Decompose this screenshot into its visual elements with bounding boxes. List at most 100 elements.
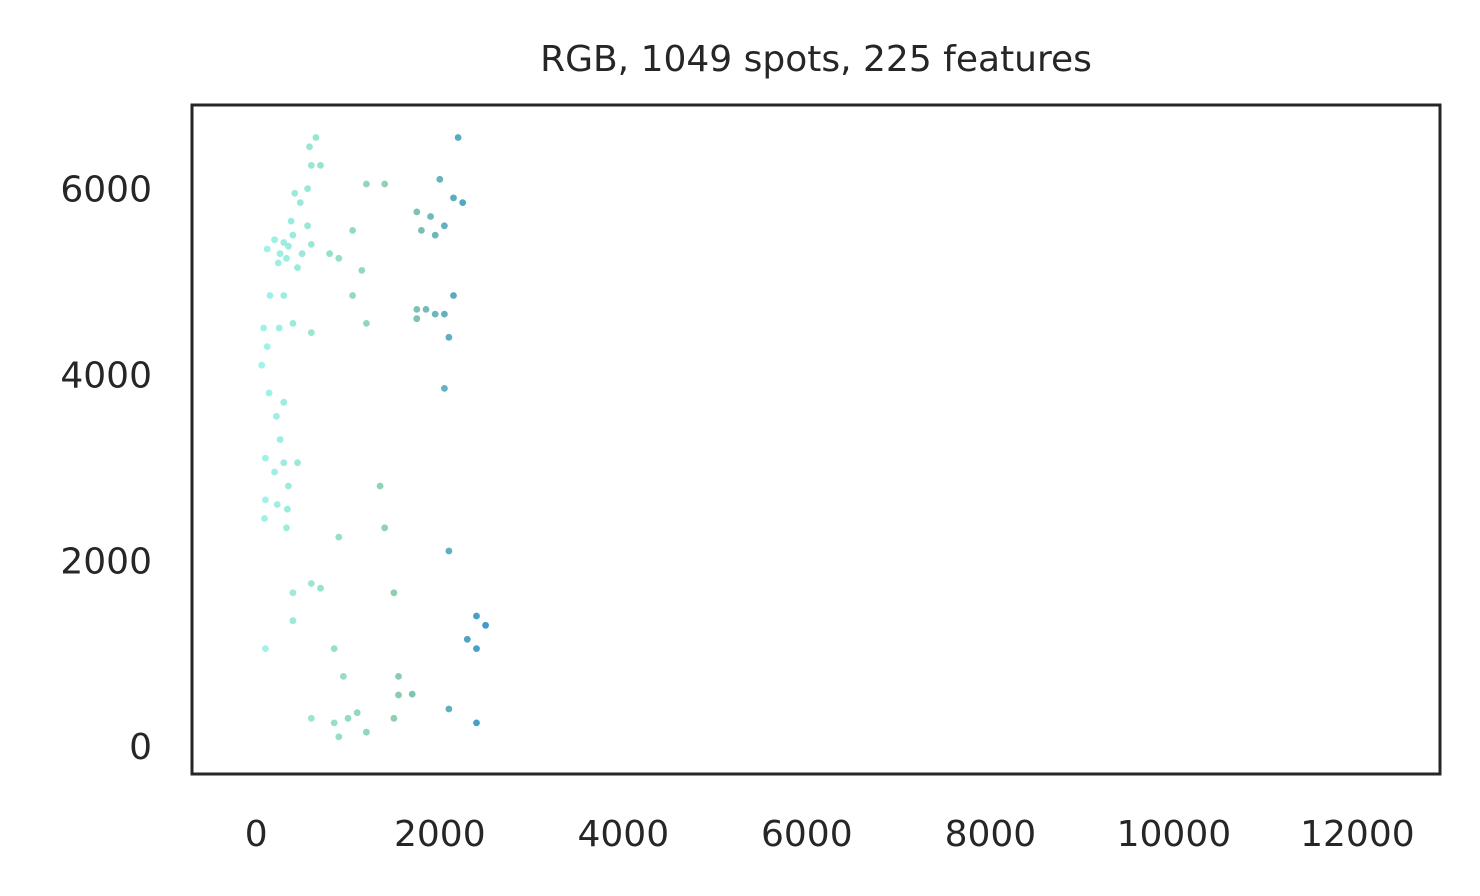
y-tick-label: 2000 — [60, 541, 152, 582]
scatter-point — [274, 259, 282, 267]
scatter-point — [263, 343, 271, 350]
scatter-point — [266, 292, 274, 299]
x-tick-label: 8000 — [945, 814, 1037, 855]
scatter-point — [298, 250, 306, 258]
scatter-point — [283, 524, 290, 532]
scatter-point — [294, 264, 301, 271]
chart-title: RGB, 1049 spots, 225 features — [540, 39, 1092, 80]
scatter-point — [317, 584, 324, 592]
scatter-point — [413, 208, 421, 216]
points-layer — [258, 134, 489, 741]
plot-frame — [190, 103, 1442, 776]
scatter-point — [408, 690, 416, 698]
scatter-point — [363, 728, 370, 736]
scatter-point — [463, 635, 471, 643]
scatter-point — [358, 267, 366, 274]
scatter-point — [280, 398, 288, 406]
scatter-point — [450, 292, 457, 299]
ticks-layer: 0 2000 4000 6000 8000 10000 12000 0 2000 4000 6000 — [60, 170, 1414, 855]
scatter-point — [363, 320, 370, 327]
scatter-point — [283, 254, 290, 262]
scatter-point — [326, 250, 333, 258]
scatter-point — [473, 612, 480, 620]
scatter-point — [289, 589, 297, 597]
scatter-point — [271, 468, 278, 476]
scatter-point — [275, 324, 283, 332]
scatter-point — [304, 222, 311, 230]
scatter-point — [273, 501, 281, 508]
scatter-point — [317, 162, 324, 169]
scatter-point — [294, 459, 301, 467]
scatter-point — [280, 459, 288, 467]
scatter-point — [454, 134, 462, 141]
scatter-point — [262, 496, 269, 504]
x-tick-label: 10000 — [1117, 814, 1232, 855]
scatter-point — [261, 515, 268, 522]
x-tick-label: 2000 — [394, 814, 486, 855]
scatter-point — [280, 239, 288, 246]
scatter-point — [335, 254, 343, 262]
scatter-point — [441, 222, 448, 230]
scatter-point — [473, 719, 480, 727]
scatter-point — [445, 333, 453, 341]
scatter-point — [349, 227, 356, 234]
scatter-point — [376, 482, 384, 490]
scatter-point — [273, 412, 280, 420]
scatter-point — [258, 361, 266, 369]
scatter-point — [395, 673, 402, 680]
y-tick-label: 4000 — [60, 356, 152, 397]
scatter-point — [284, 505, 291, 513]
scatter-point — [262, 645, 269, 652]
scatter-point — [260, 324, 267, 332]
x-tick-label: 12000 — [1300, 814, 1415, 855]
scatter-point — [381, 180, 389, 188]
scatter-point — [395, 691, 402, 699]
scatter-point — [312, 134, 320, 141]
scatter-point — [353, 709, 361, 717]
scatter-point — [390, 589, 398, 597]
scatter-point — [307, 329, 315, 336]
scatter-point — [335, 533, 343, 541]
scatter-point — [289, 320, 297, 327]
scatter-point — [445, 705, 453, 713]
x-tick-label: 4000 — [577, 814, 669, 855]
scatter-point — [340, 673, 347, 680]
scatter-point — [431, 310, 439, 318]
y-tick-label: 0 — [129, 727, 152, 768]
x-tick-label: 0 — [245, 814, 268, 855]
scatter-point — [263, 245, 271, 253]
scatter-point — [390, 714, 398, 722]
scatter-point — [473, 645, 480, 652]
scatter-point — [276, 250, 284, 258]
scatter-point — [280, 292, 288, 299]
scatter-point — [306, 143, 313, 151]
scatter-point — [381, 524, 389, 532]
scatter-point — [330, 645, 338, 652]
scatter-point — [296, 199, 304, 207]
scatter-point — [287, 217, 295, 225]
scatter-point — [413, 315, 421, 323]
scatter-point — [265, 389, 273, 397]
scatter-point — [307, 580, 315, 587]
scatter-point — [289, 231, 297, 239]
scatter-point — [413, 306, 421, 313]
scatter-point — [276, 436, 284, 443]
scatter-point — [418, 227, 425, 234]
scatter-point — [307, 241, 315, 248]
scatter-point — [285, 242, 292, 250]
scatter-point — [459, 199, 467, 207]
scatter-point — [436, 175, 444, 183]
scatter-point — [431, 231, 439, 239]
scatter-point — [349, 292, 356, 299]
scatter-point — [307, 714, 315, 722]
scatter-point — [427, 213, 434, 220]
scatter-point — [291, 189, 299, 197]
x-tick-label: 6000 — [761, 814, 853, 855]
scatter-point — [271, 236, 278, 244]
scatter-point — [363, 180, 370, 188]
scatter-point — [304, 185, 311, 193]
y-tick-label: 6000 — [60, 170, 152, 211]
scatter-point — [450, 194, 457, 202]
scatter-point — [285, 482, 292, 490]
